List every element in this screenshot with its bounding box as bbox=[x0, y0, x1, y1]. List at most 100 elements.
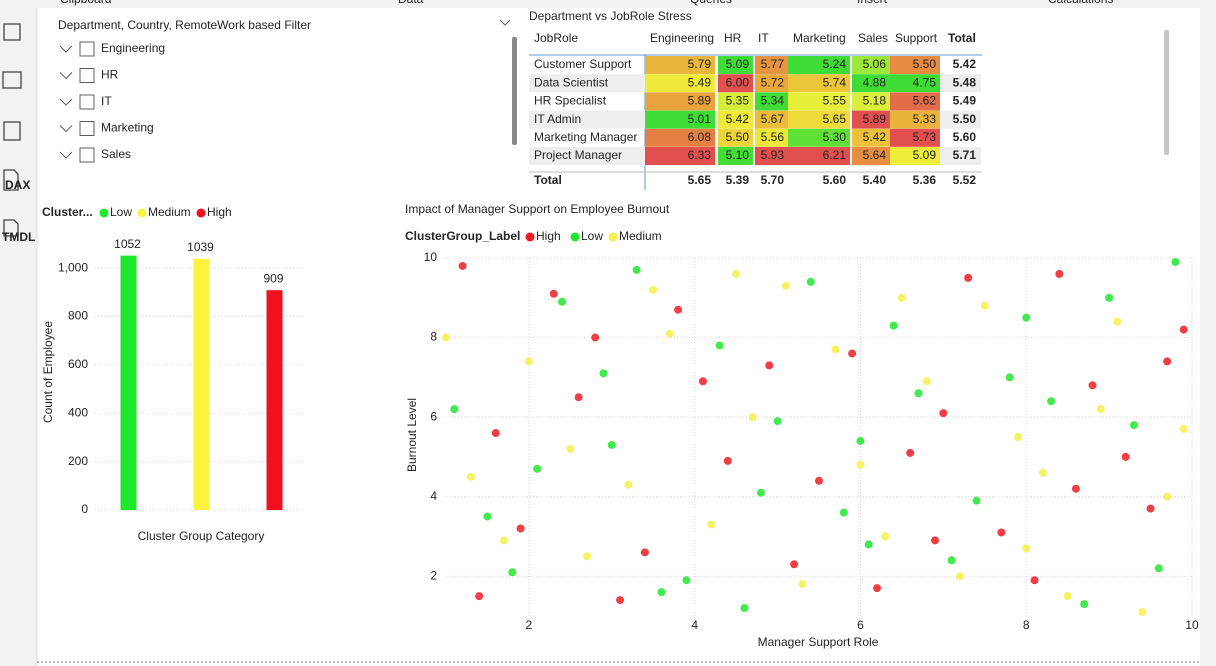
scatter-point[interactable] bbox=[856, 436, 865, 445]
slicer-item[interactable]: Sales bbox=[101, 147, 131, 161]
report-icon[interactable] bbox=[3, 23, 21, 41]
ribbon-tab[interactable]: Clipboard bbox=[60, 0, 111, 6]
scatter-point[interactable] bbox=[997, 528, 1006, 537]
scatter-point[interactable] bbox=[848, 349, 857, 358]
scatter-point[interactable] bbox=[466, 472, 475, 481]
scatter-point[interactable] bbox=[500, 536, 509, 545]
scrollbar[interactable] bbox=[1164, 30, 1169, 155]
scatter-point[interactable] bbox=[1179, 425, 1188, 434]
slicer-item[interactable]: HR bbox=[101, 68, 119, 82]
scatter-point[interactable] bbox=[980, 301, 989, 310]
slicer-item[interactable]: Marketing bbox=[101, 121, 154, 135]
scatter-point[interactable] bbox=[1088, 381, 1097, 390]
scatter-point[interactable] bbox=[533, 464, 542, 473]
scatter-point[interactable] bbox=[1013, 433, 1022, 441]
scatter-point[interactable] bbox=[599, 369, 608, 378]
scatter-point[interactable] bbox=[723, 456, 732, 465]
checkbox[interactable] bbox=[79, 121, 95, 136]
scatter-point[interactable] bbox=[549, 289, 558, 298]
scatter-point[interactable] bbox=[864, 540, 873, 549]
scatter-point[interactable] bbox=[881, 532, 890, 541]
scatter-point[interactable] bbox=[582, 552, 591, 561]
scatter-point[interactable] bbox=[765, 361, 774, 370]
checkbox[interactable] bbox=[79, 147, 95, 163]
scatter-point[interactable] bbox=[1022, 313, 1031, 322]
scatter-point[interactable] bbox=[1129, 421, 1138, 430]
scatter-point[interactable] bbox=[798, 580, 807, 589]
scatter-point[interactable] bbox=[1146, 504, 1155, 513]
scatter-point[interactable] bbox=[897, 293, 906, 302]
scatter-point[interactable] bbox=[665, 329, 674, 338]
scatter-point[interactable] bbox=[790, 560, 799, 569]
scatter-point[interactable] bbox=[839, 508, 848, 517]
scatter-point[interactable] bbox=[1005, 373, 1014, 382]
table-icon[interactable] bbox=[2, 71, 22, 89]
slicer-item[interactable]: Engineering bbox=[101, 41, 165, 55]
legend-entry[interactable]: Medium bbox=[148, 205, 191, 219]
dax-icon[interactable] bbox=[3, 169, 19, 191]
scatter-point[interactable] bbox=[1121, 452, 1130, 461]
scatter-point[interactable] bbox=[1038, 468, 1047, 477]
scatter-point[interactable] bbox=[947, 556, 956, 565]
scatter-point[interactable] bbox=[1105, 293, 1114, 302]
scatter-point[interactable] bbox=[442, 333, 450, 342]
scatter-point[interactable] bbox=[1154, 564, 1163, 573]
scatter-point[interactable] bbox=[674, 305, 683, 314]
ribbon-tab[interactable]: Insert bbox=[857, 0, 888, 6]
scatter-point[interactable] bbox=[707, 520, 716, 529]
checkbox[interactable] bbox=[79, 68, 95, 83]
scatter-point[interactable] bbox=[616, 596, 625, 605]
ribbon-tab[interactable]: Data bbox=[398, 0, 424, 6]
scatter-point[interactable] bbox=[1030, 576, 1039, 585]
scatter-point[interactable] bbox=[964, 273, 973, 282]
scatter-point[interactable] bbox=[698, 377, 707, 386]
expand-icon[interactable] bbox=[59, 45, 73, 53]
scatter-point[interactable] bbox=[1055, 269, 1064, 278]
scatter-point[interactable] bbox=[624, 480, 633, 489]
legend-entry[interactable]: Low bbox=[581, 229, 603, 243]
scatter-point[interactable] bbox=[1113, 317, 1122, 326]
scatter-point[interactable] bbox=[815, 476, 823, 485]
checkbox[interactable] bbox=[79, 41, 95, 57]
scatter-point[interactable] bbox=[475, 592, 484, 601]
expand-icon[interactable] bbox=[59, 151, 73, 159]
scatter-point[interactable] bbox=[458, 261, 467, 270]
scatter-point[interactable] bbox=[640, 548, 649, 557]
scatter-point[interactable] bbox=[1022, 544, 1031, 553]
legend-entry[interactable]: High bbox=[207, 205, 232, 219]
scatter-point[interactable] bbox=[922, 377, 931, 386]
legend-entry[interactable]: Low bbox=[110, 205, 132, 219]
scatter-point[interactable] bbox=[873, 584, 882, 593]
scatter-point[interactable] bbox=[781, 281, 790, 290]
tmdl-icon[interactable] bbox=[3, 219, 19, 237]
scatter-point[interactable] bbox=[939, 409, 948, 418]
scatter-point[interactable] bbox=[508, 568, 517, 577]
scatter-point[interactable] bbox=[906, 448, 915, 457]
scatter-point[interactable] bbox=[715, 341, 724, 350]
scatter-point[interactable] bbox=[748, 413, 757, 422]
scatter-point[interactable] bbox=[856, 460, 865, 469]
expand-icon[interactable] bbox=[59, 98, 73, 106]
scatter-point[interactable] bbox=[591, 333, 600, 342]
scatter-point[interactable] bbox=[574, 393, 583, 402]
scatter-point[interactable] bbox=[1138, 608, 1147, 617]
scatter-point[interactable] bbox=[657, 588, 666, 597]
scatter-point[interactable] bbox=[914, 389, 923, 398]
scatter-point[interactable] bbox=[566, 444, 575, 453]
scatter-point[interactable] bbox=[931, 536, 940, 545]
ribbon-tab[interactable]: Queries bbox=[690, 0, 732, 6]
model-icon[interactable] bbox=[3, 121, 21, 141]
ribbon-tab[interactable]: Calculations bbox=[1048, 0, 1113, 6]
scatter-point[interactable] bbox=[773, 417, 782, 426]
scatter-point[interactable] bbox=[1163, 492, 1172, 501]
scatter-point[interactable] bbox=[955, 572, 964, 581]
legend-entry[interactable]: Medium bbox=[619, 229, 662, 243]
scatter-point[interactable] bbox=[607, 440, 616, 449]
scatter-point[interactable] bbox=[806, 277, 815, 286]
scatter-point[interactable] bbox=[889, 321, 898, 330]
scatter-point[interactable] bbox=[831, 345, 840, 354]
scatter-point[interactable] bbox=[558, 297, 567, 306]
scatter-point[interactable] bbox=[491, 429, 500, 438]
scatter-point[interactable] bbox=[516, 524, 525, 533]
expand-icon[interactable] bbox=[59, 72, 73, 80]
